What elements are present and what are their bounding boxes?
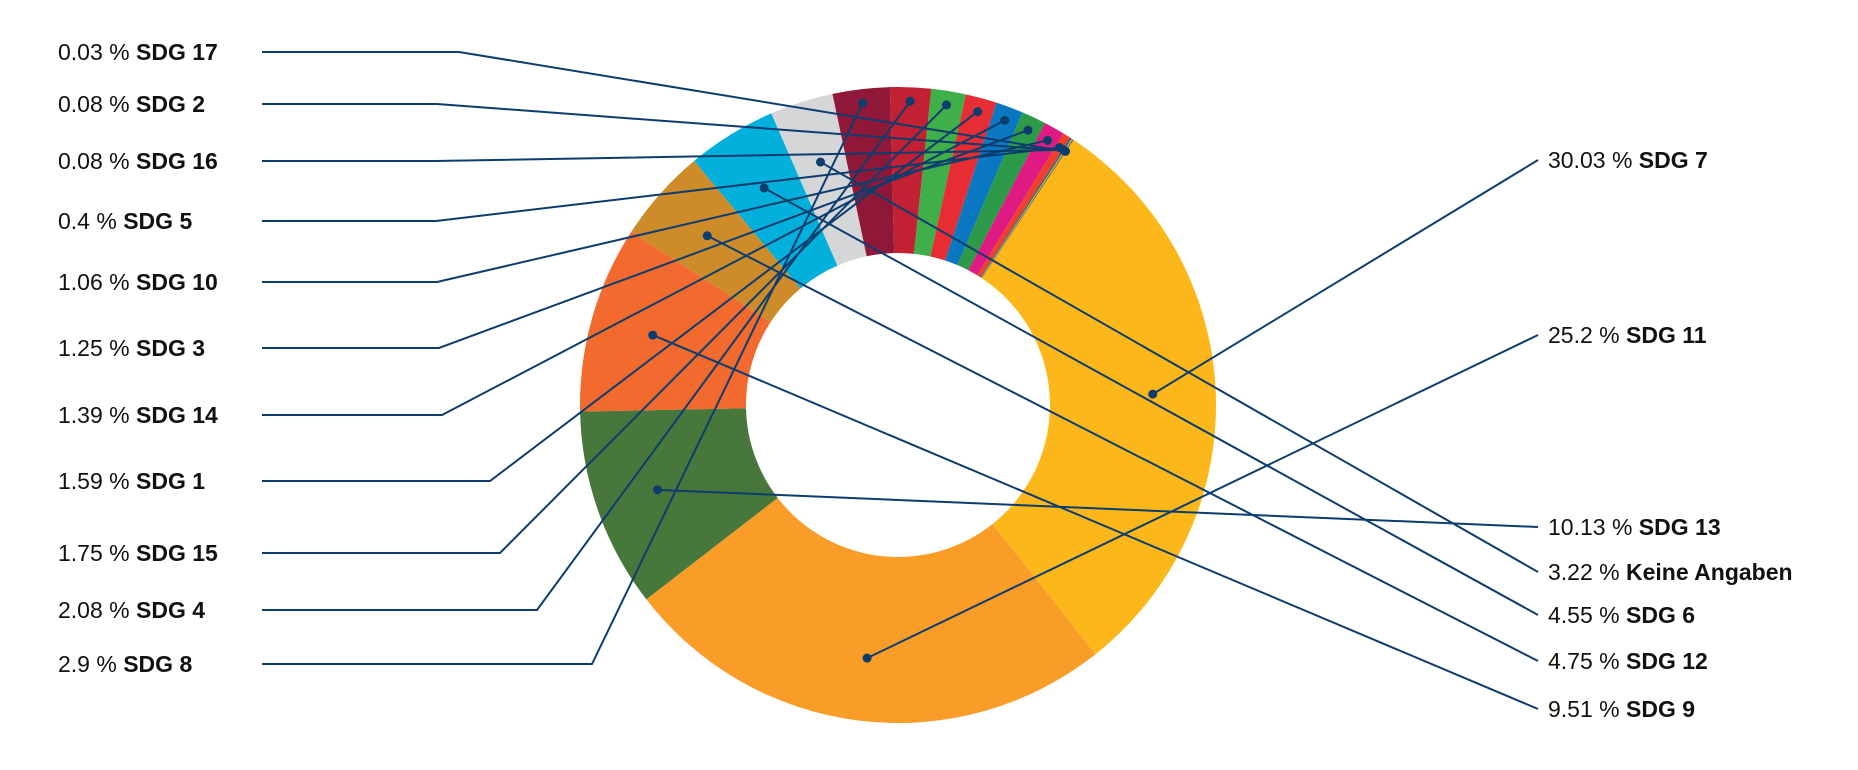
slice-sdg-11 (646, 497, 1096, 723)
label-sdg-8: 2.9 % SDG 8 (58, 651, 192, 677)
label-value: 2.9 % (58, 651, 123, 677)
slices-group (579, 86, 1216, 723)
slice-keine-angaben (771, 93, 867, 266)
label-value: 10.13 % (1548, 514, 1639, 540)
label-value: 0.08 % (58, 148, 136, 174)
label-value: 0.03 % (58, 39, 136, 65)
label-category: SDG 6 (1626, 602, 1695, 628)
label-category: SDG 3 (136, 335, 205, 361)
label-sdg-17: 0.03 % SDG 17 (58, 39, 218, 65)
label-category: SDG 2 (136, 91, 205, 117)
label-category: SDG 11 (1626, 322, 1707, 348)
label-value: 30.03 % (1548, 147, 1639, 173)
label-category: SDG 8 (123, 651, 192, 677)
label-value: 2.08 % (58, 597, 136, 623)
label-value: 1.06 % (58, 269, 136, 295)
label-category: SDG 5 (123, 208, 192, 234)
leader-line-sdg-1 (262, 110, 979, 482)
label-category: SDG 12 (1626, 648, 1708, 674)
slice-sdg-10 (968, 123, 1064, 276)
label-category: SDG 13 (1639, 514, 1721, 540)
leader-line-sdg-10 (262, 139, 1048, 283)
leader-line-sdg-2 (262, 103, 1065, 152)
label-value: 1.25 % (58, 335, 136, 361)
slice-sdg-16 (980, 137, 1072, 278)
label-keine-angaben: 3.22 % Keine Angaben (1548, 559, 1793, 585)
leader-line-sdg-3 (262, 129, 1029, 349)
label-sdg-1: 1.59 % SDG 1 (58, 468, 205, 494)
label-sdg-5: 0.4 % SDG 5 (58, 208, 192, 234)
label-category: SDG 1 (136, 468, 205, 494)
label-sdg-2: 0.08 % SDG 2 (58, 91, 205, 117)
label-value: 0.4 % (58, 208, 123, 234)
leader-line-sdg-16 (262, 148, 1064, 162)
label-value: 9.51 % (1548, 696, 1626, 722)
slice-sdg-7 (981, 139, 1216, 655)
label-sdg-12: 4.75 % SDG 12 (1548, 648, 1708, 674)
label-sdg-7: 30.03 % SDG 7 (1548, 147, 1708, 173)
leader-line-sdg-14 (262, 119, 1006, 416)
label-sdg-3: 1.25 % SDG 3 (58, 335, 205, 361)
leader-line-keine-angaben (820, 161, 1539, 573)
leader-lines-group (262, 51, 1539, 710)
leader-line-sdg-12 (706, 234, 1539, 662)
slice-sdg-5 (977, 133, 1071, 278)
label-sdg-10: 1.06 % SDG 10 (58, 269, 218, 295)
label-category: SDG 7 (1639, 147, 1708, 173)
label-value: 3.22 % (1548, 559, 1626, 585)
label-sdg-13: 10.13 % SDG 13 (1548, 514, 1721, 540)
label-sdg-16: 0.08 % SDG 16 (58, 148, 218, 174)
label-category: Keine Angaben (1626, 559, 1793, 585)
label-category: SDG 16 (136, 148, 218, 174)
leader-line-sdg-4 (262, 100, 911, 611)
slice-sdg-1 (930, 94, 997, 261)
leader-line-sdg-5 (262, 146, 1060, 222)
leader-line-sdg-13 (657, 488, 1539, 528)
leader-line-sdg-6 (763, 187, 1539, 616)
slice-sdg-17 (981, 139, 1074, 279)
slice-sdg-8 (832, 87, 895, 257)
label-sdg-9: 9.51 % SDG 9 (1548, 696, 1695, 722)
slice-sdg-14 (945, 102, 1023, 266)
label-sdg-4: 2.08 % SDG 4 (58, 597, 205, 623)
label-value: 1.39 % (58, 402, 136, 428)
leader-line-sdg-9 (652, 334, 1539, 710)
label-category: SDG 17 (136, 39, 218, 65)
label-value: 4.75 % (1548, 648, 1626, 674)
label-value: 4.55 % (1548, 602, 1626, 628)
slice-sdg-12 (631, 160, 801, 323)
label-value: 1.59 % (58, 468, 136, 494)
label-category: SDG 15 (136, 540, 218, 566)
leader-line-sdg-17 (262, 51, 1066, 153)
leader-line-sdg-7 (1152, 159, 1539, 395)
label-sdg-14: 1.39 % SDG 14 (58, 402, 218, 428)
slice-sdg-9 (579, 231, 771, 412)
label-value: 1.75 % (58, 540, 136, 566)
slice-sdg-2 (981, 138, 1074, 279)
label-category: SDG 10 (136, 269, 218, 295)
label-value: 25.2 % (1548, 322, 1626, 348)
label-category: SDG 9 (1626, 696, 1695, 722)
label-category: SDG 4 (136, 597, 205, 623)
label-sdg-6: 4.55 % SDG 6 (1548, 602, 1695, 628)
label-category: SDG 14 (136, 402, 218, 428)
leader-line-sdg-11 (866, 334, 1539, 660)
label-sdg-15: 1.75 % SDG 15 (58, 540, 218, 566)
slice-sdg-13 (580, 408, 778, 600)
leader-line-sdg-15 (262, 104, 948, 554)
label-value: 0.08 % (58, 91, 136, 117)
label-sdg-11: 25.2 % SDG 11 (1548, 322, 1707, 348)
